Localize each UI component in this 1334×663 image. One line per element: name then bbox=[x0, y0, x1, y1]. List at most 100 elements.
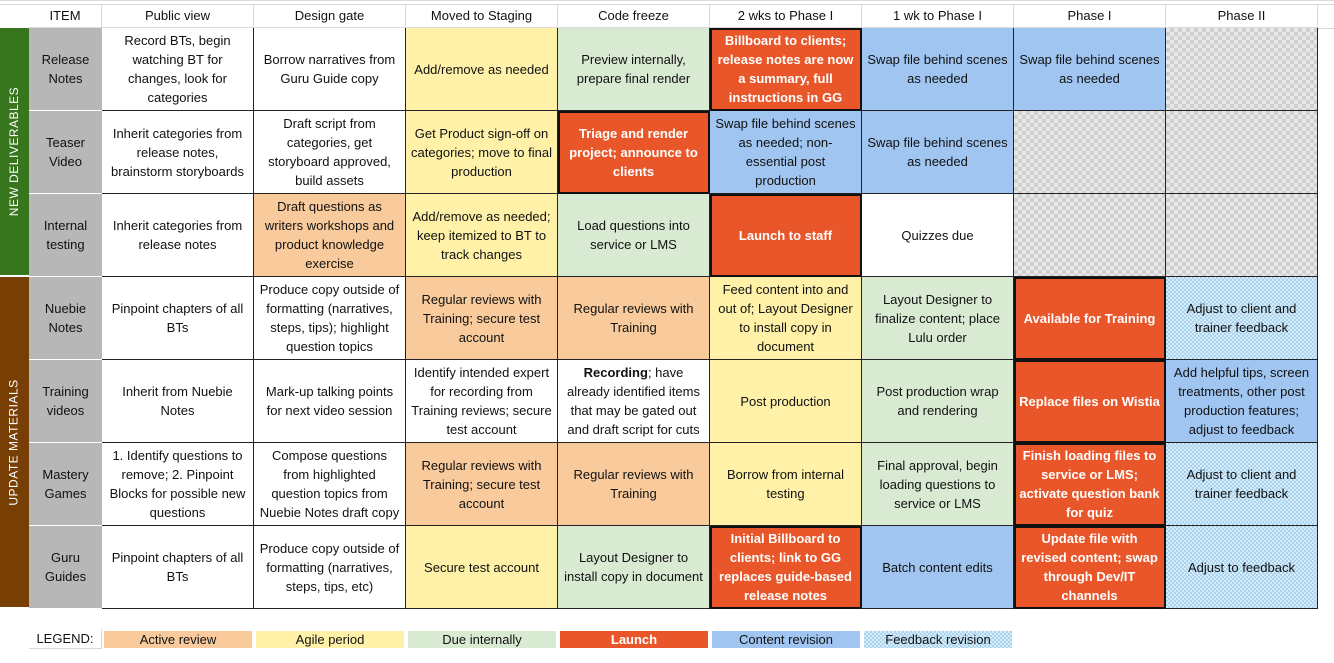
cell-text: Launch to staff bbox=[738, 227, 833, 243]
cell-text: Adjust to feedback bbox=[1188, 559, 1295, 575]
column-header[interactable]: Design gate bbox=[254, 4, 406, 28]
cell-text: Quizzes due bbox=[901, 227, 974, 243]
timeline-cell[interactable]: Triage and render project; announce to c… bbox=[558, 111, 710, 194]
timeline-cell[interactable]: Final approval, begin loading questions … bbox=[862, 443, 1014, 526]
timeline-cell[interactable]: Swap file behind scenes as needed bbox=[862, 28, 1014, 111]
timeline-cell[interactable]: Quizzes due bbox=[862, 194, 1014, 277]
timeline-cell[interactable]: Update file with revised content; swap t… bbox=[1014, 526, 1166, 609]
timeline-cell[interactable]: Adjust to client and trainer feedback bbox=[1166, 277, 1318, 360]
legend-item: Feedback revision bbox=[864, 631, 1012, 648]
timeline-cell[interactable]: Finish loading files to service or LMS; … bbox=[1014, 443, 1166, 526]
timeline-cell[interactable]: Draft questions as writers workshops and… bbox=[254, 194, 406, 277]
cell-text: Initial Billboard to clients; link to GG… bbox=[719, 531, 852, 603]
legend-label: LEGEND: bbox=[29, 629, 102, 649]
cell-text: Regular reviews with Training bbox=[573, 467, 694, 501]
timeline-cell[interactable]: Regular reviews with Training bbox=[558, 277, 710, 360]
column-header[interactable]: Moved to Staging bbox=[406, 4, 558, 28]
timeline-cell[interactable]: Preview internally, prepare final render bbox=[558, 28, 710, 111]
timeline-cell[interactable]: Inherit categories from release notes, b… bbox=[102, 111, 254, 194]
legend-item: Due internally bbox=[408, 631, 556, 648]
timeline-cell[interactable]: Feed content into and out of; Layout Des… bbox=[710, 277, 862, 360]
row-label: Nuebie Notes bbox=[29, 277, 102, 360]
column-header[interactable]: Phase I bbox=[1014, 4, 1166, 28]
timeline-cell[interactable]: Regular reviews with Training bbox=[558, 443, 710, 526]
cell-text: Add/remove as needed bbox=[414, 61, 549, 77]
timeline-cell[interactable]: Initial Billboard to clients; link to GG… bbox=[710, 526, 862, 609]
cell-text: Compose questions from highlighted quest… bbox=[259, 448, 400, 520]
column-header-label: Public view bbox=[144, 8, 211, 23]
timeline-cell[interactable]: Draft script from categories, get storyb… bbox=[254, 111, 406, 194]
column-header[interactable]: Phase II bbox=[1166, 4, 1318, 28]
cell-text: Borrow from internal testing bbox=[726, 467, 845, 501]
column-header[interactable]: Code freeze bbox=[558, 4, 710, 28]
timeline-cell[interactable]: Pinpoint chapters of all BTs bbox=[102, 277, 254, 360]
timeline-cell[interactable]: Launch to staff bbox=[710, 194, 862, 277]
timeline-cell[interactable]: Regular reviews with Training; secure te… bbox=[406, 277, 558, 360]
row-label: Release Notes bbox=[29, 28, 102, 111]
timeline-cell[interactable] bbox=[1014, 111, 1166, 194]
timeline-cell[interactable] bbox=[1166, 194, 1318, 277]
timeline-cell[interactable] bbox=[1014, 194, 1166, 277]
cell-text: Add helpful tips, screen treatments, oth… bbox=[1173, 365, 1310, 437]
timeline-cell[interactable]: Inherit from Nuebie Notes bbox=[102, 360, 254, 443]
cell-text: Regular reviews with Training; secure te… bbox=[421, 291, 542, 345]
timeline-cell[interactable]: Swap file behind scenes as needed bbox=[862, 111, 1014, 194]
timeline-cell[interactable]: Borrow narratives from Guru Guide copy bbox=[254, 28, 406, 111]
column-header[interactable]: 1 wk to Phase I bbox=[862, 4, 1014, 28]
timeline-cell[interactable]: Replace files on Wistia bbox=[1014, 360, 1166, 443]
cell-text: Available for Training bbox=[1023, 310, 1156, 326]
cell-text: Preview internally, prepare final render bbox=[576, 52, 691, 86]
timeline-cell[interactable]: Add/remove as needed bbox=[406, 28, 558, 111]
timeline-cell[interactable]: Produce copy outside of formatting (narr… bbox=[254, 526, 406, 609]
cell-text: Replace files on Wistia bbox=[1019, 393, 1160, 409]
cell-text: Record BTs, begin watching BT for change… bbox=[124, 33, 231, 105]
timeline-cell[interactable]: Record BTs, begin watching BT for change… bbox=[102, 28, 254, 111]
legend-item: Launch bbox=[560, 631, 708, 648]
cell-text: Load questions into service or LMS bbox=[577, 218, 690, 252]
timeline-cell[interactable]: Identify intended expert for recording f… bbox=[406, 360, 558, 443]
column-header[interactable]: Public view bbox=[102, 4, 254, 28]
timeline-cell[interactable]: Borrow from internal testing bbox=[710, 443, 862, 526]
timeline-cell[interactable]: Regular reviews with Training; secure te… bbox=[406, 443, 558, 526]
cell-text: Billboard to clients; release notes are … bbox=[717, 33, 854, 105]
timeline-cell[interactable]: Pinpoint chapters of all BTs bbox=[102, 526, 254, 609]
timeline-cell[interactable]: Layout Designer to install copy in docum… bbox=[558, 526, 710, 609]
legend-item-text: Due internally bbox=[442, 632, 522, 647]
cell-text: Inherit categories from release notes bbox=[112, 218, 243, 252]
timeline-cell[interactable]: Batch content edits bbox=[862, 526, 1014, 609]
row-label-text: Release Notes bbox=[41, 52, 90, 86]
timeline-cell[interactable]: Adjust to feedback bbox=[1166, 526, 1318, 609]
legend-item: Content revision bbox=[712, 631, 860, 648]
column-header-label: 2 wks to Phase I bbox=[737, 8, 834, 23]
timeline-cell[interactable]: Post production bbox=[710, 360, 862, 443]
timeline-cell[interactable]: Produce copy outside of formatting (narr… bbox=[254, 277, 406, 360]
timeline-cell[interactable]: Compose questions from highlighted quest… bbox=[254, 443, 406, 526]
cell-text: Get Product sign-off on categories; move… bbox=[411, 125, 552, 179]
timeline-cell[interactable] bbox=[1166, 28, 1318, 111]
timeline-cell[interactable]: 1. Identify questions to remove; 2. Pinp… bbox=[102, 443, 254, 526]
timeline-cell[interactable]: Available for Training bbox=[1014, 277, 1166, 360]
row-label: Internal testing bbox=[29, 194, 102, 277]
timeline-cell[interactable]: Inherit categories from release notes bbox=[102, 194, 254, 277]
timeline-cell[interactable]: Mark-up talking points for next video se… bbox=[254, 360, 406, 443]
timeline-cell[interactable]: Get Product sign-off on categories; move… bbox=[406, 111, 558, 194]
timeline-cell[interactable]: Add/remove as needed; keep itemized to B… bbox=[406, 194, 558, 277]
cell-text: Identify intended expert for recording f… bbox=[411, 365, 552, 437]
cell-text: Batch content edits bbox=[882, 559, 993, 575]
cell-text: Regular reviews with Training bbox=[573, 301, 694, 335]
timeline-cell[interactable] bbox=[1166, 111, 1318, 194]
timeline-cell[interactable]: Swap file behind scenes as needed bbox=[1014, 28, 1166, 111]
timeline-cell[interactable]: Add helpful tips, screen treatments, oth… bbox=[1166, 360, 1318, 443]
timeline-cell[interactable]: Billboard to clients; release notes are … bbox=[710, 28, 862, 111]
timeline-cell[interactable]: Layout Designer to finalize content; pla… bbox=[862, 277, 1014, 360]
column-header[interactable]: 2 wks to Phase I bbox=[710, 4, 862, 28]
cell-text: Draft script from categories, get storyb… bbox=[268, 116, 391, 188]
timeline-cell[interactable]: Swap file behind scenes as needed; non-e… bbox=[710, 111, 862, 194]
timeline-cell[interactable]: Load questions into service or LMS bbox=[558, 194, 710, 277]
timeline-cell[interactable]: Post production wrap and rendering bbox=[862, 360, 1014, 443]
cell-text: Feed content into and out of; Layout Des… bbox=[718, 282, 853, 354]
timeline-cell[interactable]: Recording; have already identified items… bbox=[558, 360, 710, 443]
cell-text: Swap file behind scenes as needed bbox=[1019, 52, 1160, 86]
timeline-cell[interactable]: Adjust to client and trainer feedback bbox=[1166, 443, 1318, 526]
timeline-cell[interactable]: Secure test account bbox=[406, 526, 558, 609]
